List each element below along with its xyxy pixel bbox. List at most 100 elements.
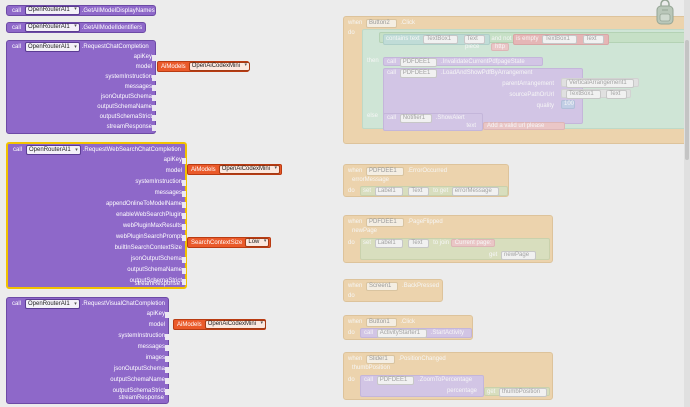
ai-model-dropdown[interactable]: OpenAiCodexMini: [188, 62, 251, 71]
component-dropdown[interactable]: PDFDEE1: [399, 69, 438, 78]
error-occurred-event[interactable]: when PDFDEE1 .ErrorOccurred errorMessage…: [343, 164, 509, 197]
component-dropdown[interactable]: PDFDEE1: [366, 167, 404, 176]
ai-models-block[interactable]: AiModels OpenAiCodexMini: [173, 319, 267, 330]
component-dropdown[interactable]: PDFDEE1: [366, 218, 404, 227]
input-socket[interactable]: [182, 180, 186, 186]
request-web-search-chat-completion-block[interactable]: call OpenRouterAI1 .RequestWebSearchChat…: [6, 142, 187, 289]
param-label: outputSchemaStrict: [99, 114, 152, 120]
input-socket[interactable]: [165, 367, 169, 373]
property-dropdown[interactable]: Text: [463, 35, 485, 44]
input-socket[interactable]: [182, 268, 186, 274]
ai-models-label: AiModels: [177, 321, 202, 328]
component-dropdown[interactable]: Label1: [374, 239, 403, 248]
input-socket[interactable]: [152, 115, 156, 121]
quality-number[interactable]: 100: [561, 100, 575, 109]
input-socket[interactable]: [152, 75, 156, 81]
ai-models-block[interactable]: AiModels OpenAiCodexMini: [157, 61, 251, 72]
param-label: text: [466, 123, 476, 129]
ai-models-block[interactable]: AiModels OpenAiCodexMini: [187, 164, 282, 175]
component-dropdown[interactable]: Screen1: [366, 282, 399, 291]
vertical-arrangement-block[interactable]: VerticalArrangement1: [561, 78, 639, 88]
invalidate-call[interactable]: call PDFDEE1 .InvalidateCurrentPdfpageSt…: [383, 57, 543, 67]
property-dropdown[interactable]: Text: [408, 239, 430, 248]
component-dropdown[interactable]: ActivityStarter1: [376, 329, 428, 338]
alert-text[interactable]: Add a valid url please: [483, 122, 565, 130]
input-socket[interactable]: [165, 334, 169, 340]
back-pressed-event[interactable]: when Screen1 .BackPressed do: [343, 279, 443, 302]
component-dropdown[interactable]: Slider1: [366, 355, 395, 364]
arrangement-dropdown[interactable]: VerticalArrangement1: [566, 79, 634, 88]
get-thumb-position[interactable]: get thumbPosition: [484, 387, 550, 397]
property-dropdown[interactable]: Text: [408, 187, 430, 196]
get-all-model-identifiers-block[interactable]: call OpenRouterAI1 .GetAllModelIdentifie…: [6, 22, 146, 33]
input-socket[interactable]: [152, 105, 156, 111]
when-keyword: when: [348, 219, 363, 225]
http-text[interactable]: http: [491, 43, 510, 51]
input-socket[interactable]: [182, 279, 186, 285]
variable-dropdown[interactable]: newPage: [501, 251, 537, 260]
input-socket[interactable]: [165, 312, 169, 318]
input-socket[interactable]: [152, 55, 156, 61]
if-block[interactable]: contains text TextBox1 Text and not is e…: [362, 29, 690, 131]
show-alert-call[interactable]: call Notifier1 .ShowAlert text: [383, 113, 483, 131]
search-context-size-block[interactable]: SearchContextSize Low: [187, 237, 271, 248]
slider-position-changed-event[interactable]: when Slider1 .PositionChanged thumbPosit…: [343, 352, 553, 400]
component-dropdown[interactable]: Label1: [374, 187, 403, 196]
component-dropdown[interactable]: PDFDEE1: [376, 376, 415, 385]
input-socket[interactable]: [182, 191, 186, 197]
input-socket[interactable]: [165, 389, 169, 395]
start-activity-call[interactable]: call ActivityStarter1 .StartActivity: [360, 328, 472, 338]
textbox-text-block[interactable]: TextBox1 Text: [561, 89, 631, 99]
set-label-block[interactable]: set Label1 Text to get errorMessage: [360, 186, 508, 196]
component-dropdown[interactable]: OpenRouterAI1: [26, 145, 81, 155]
component-dropdown[interactable]: OpenRouterAI1: [25, 23, 80, 32]
button2-click-event[interactable]: when Button2 .Click do contains text Tex…: [343, 16, 690, 144]
input-socket[interactable]: [152, 125, 156, 131]
input-socket[interactable]: [182, 257, 186, 263]
input-socket[interactable]: [182, 224, 186, 230]
get-block[interactable]: get newPage: [489, 251, 538, 260]
component-dropdown[interactable]: Button1: [366, 318, 397, 327]
button1-click-event[interactable]: when Button1 .Click do call ActivityStar…: [343, 315, 473, 340]
textbox-dropdown[interactable]: TextBox1: [542, 35, 577, 44]
input-socket[interactable]: [182, 213, 186, 219]
set-label-block[interactable]: set Label1 Text to join Current page: ge…: [360, 238, 550, 260]
request-chat-completion-block[interactable]: call OpenRouterAI1 .RequestChatCompletio…: [6, 40, 156, 134]
and-condition[interactable]: contains text TextBox1 Text and not is e…: [379, 32, 690, 45]
scrollbar-thumb[interactable]: [685, 40, 689, 160]
page-flipped-event[interactable]: when PDFDEE1 .PageFlipped newPage do set…: [343, 215, 553, 263]
zoom-to-percentage-call[interactable]: call PDFDEE1 .ZoomToPercentage percentag…: [360, 375, 484, 397]
input-socket[interactable]: [165, 378, 169, 384]
input-socket[interactable]: [182, 202, 186, 208]
load-and-show-call[interactable]: call PDFDEE1 .LoadAndShowPdfByArrangemen…: [383, 68, 583, 124]
ai-model-dropdown[interactable]: OpenAiCodexMini: [204, 320, 267, 329]
backpack-icon[interactable]: [652, 0, 678, 26]
vertical-scrollbar[interactable]: [684, 0, 690, 407]
component-dropdown[interactable]: PDFDEE1: [399, 58, 438, 67]
request-visual-chat-completion-block[interactable]: call OpenRouterAI1 .RequestVisualChatCom…: [6, 297, 169, 404]
input-socket[interactable]: [152, 95, 156, 101]
property-dropdown[interactable]: Text: [606, 90, 628, 99]
component-dropdown[interactable]: Notifier1: [399, 114, 433, 123]
component-dropdown[interactable]: OpenRouterAI1: [25, 6, 80, 15]
input-socket[interactable]: [152, 85, 156, 91]
join-text[interactable]: Current page:: [450, 239, 496, 247]
property-dropdown[interactable]: Text: [582, 35, 604, 44]
textbox-dropdown[interactable]: TextBox1: [423, 35, 459, 44]
contains-block[interactable]: contains text TextBox1 Text: [383, 34, 490, 45]
component-dropdown[interactable]: OpenRouterAI1: [25, 42, 80, 52]
ai-model-dropdown[interactable]: OpenAiCodexMini: [218, 165, 281, 174]
input-socket[interactable]: [165, 345, 169, 351]
component-dropdown[interactable]: OpenRouterAI1: [25, 299, 80, 309]
get-all-model-display-names-block[interactable]: call OpenRouterAI1 .GetAllModelDisplayNa…: [6, 5, 156, 16]
component-dropdown[interactable]: Button2: [366, 19, 397, 28]
is-empty-block[interactable]: is empty TextBox1 Text: [513, 34, 609, 45]
input-socket[interactable]: [165, 356, 169, 362]
textbox-dropdown[interactable]: TextBox1: [566, 90, 601, 99]
input-socket[interactable]: [182, 235, 186, 241]
variable-dropdown[interactable]: errorMessage: [451, 187, 499, 196]
search-context-size-dropdown[interactable]: Low: [245, 238, 270, 247]
variable-dropdown[interactable]: thumbPosition: [499, 388, 548, 397]
input-socket[interactable]: [182, 158, 186, 164]
